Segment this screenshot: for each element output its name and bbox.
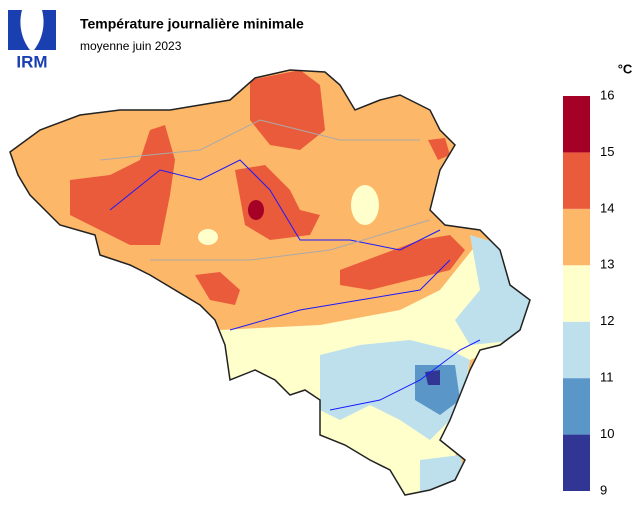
colorbar-bin [563,265,590,322]
colorbar-tick-label: 14 [600,200,614,215]
colorbar-bin [563,321,590,379]
colorbar-tick-label: 11 [600,370,614,385]
colorbar-tick-label: 13 [600,257,614,272]
colorbar-tick-label: 10 [600,426,614,441]
country-border [9,69,531,496]
colorbar-tick-label: 9 [600,482,607,497]
legend-unit: °C [618,61,633,76]
logo-text: IRM [16,52,47,71]
colorbar-bin [563,152,590,209]
colorbar-tick-label: 12 [600,313,614,328]
colorbar-bin [563,208,590,266]
colorbar: 9 10 11 12 13 14 15 16 [563,87,614,497]
colorbar-tick-label: 15 [600,144,614,159]
colorbar-bin [563,434,590,491]
colorbar-bin [563,96,590,153]
temperature-field [10,70,530,495]
logo: IRM [8,10,56,71]
map-subtitle: moyenne juin 2023 [80,39,182,53]
map-title: Température journalière minimale [80,16,304,32]
colorbar-bin [563,378,590,435]
colorbar-tick-label: 16 [600,87,614,102]
